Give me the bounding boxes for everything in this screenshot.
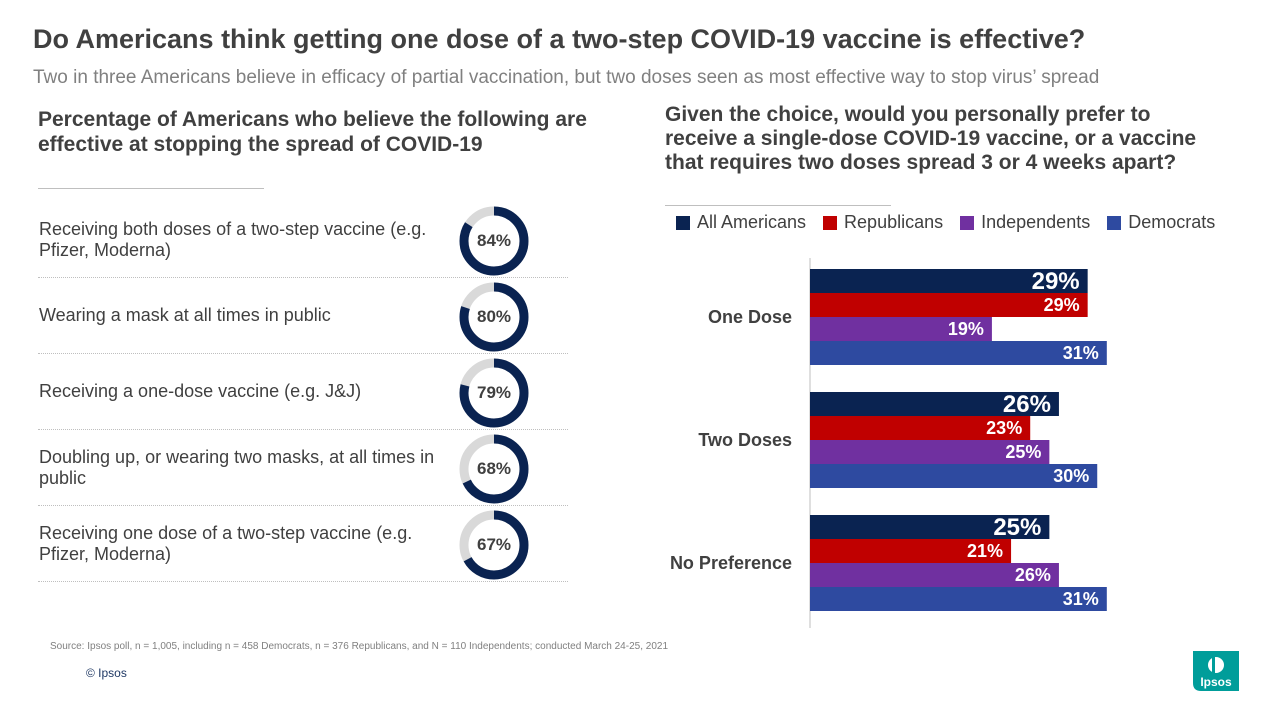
donut-chart [459, 206, 529, 276]
page-title: Do Americans think getting one dose of a… [33, 24, 1086, 54]
list-item: Receiving one dose of a two-step vaccine… [38, 506, 568, 582]
donut-arc [459, 358, 529, 428]
list-item: Doubling up, or wearing two masks, at al… [38, 430, 568, 506]
left-panel-heading: Percentage of Americans who believe the … [38, 108, 587, 156]
legend-swatch [823, 215, 838, 230]
logo-emblem-cut [1212, 657, 1215, 673]
logo-emblem [1208, 657, 1224, 673]
donut-value-label: 68% [476, 459, 512, 478]
legend-label: Republicans [844, 212, 944, 232]
donut-chart [459, 510, 529, 580]
logo-text: Ipsos [1200, 675, 1232, 689]
bar [810, 539, 1012, 563]
right-panel-heading: Given the choice, would you personally p… [665, 103, 1197, 174]
donut-value-label: 84% [476, 231, 512, 250]
copyright-text: © Ipsos [86, 666, 127, 680]
donut-arc [459, 282, 529, 352]
bar [810, 416, 1031, 440]
bar-value-label: 31% [1063, 343, 1099, 363]
legend-label: Democrats [1128, 212, 1216, 232]
bar-value-label: 19% [948, 319, 984, 339]
list-item: Receiving a one-dose vaccine (e.g. J&J) … [38, 354, 568, 430]
bar [810, 464, 1098, 488]
list-item: Wearing a mask at all times in public 80… [38, 278, 568, 354]
bar [810, 563, 1059, 587]
bar [810, 269, 1088, 293]
right-heading-divider [665, 205, 891, 206]
category-label: One Dose [708, 307, 792, 327]
donut-chart [459, 434, 529, 504]
bar-value-label: 25% [993, 514, 1041, 541]
category-label: Two Doses [698, 430, 792, 450]
bar [810, 587, 1107, 611]
donut-chart [459, 282, 529, 352]
bar-value-label: 25% [1005, 442, 1041, 462]
ipsos-logo: Ipsos [1193, 651, 1239, 691]
item-label: Receiving both doses of a two-step vacci… [39, 218, 427, 260]
donut-arc [459, 206, 529, 276]
item-label: Receiving a one-dose vaccine (e.g. J&J) [39, 381, 362, 401]
legend-label: All Americans [697, 212, 807, 232]
bar-value-label: 23% [986, 418, 1022, 438]
bar [810, 440, 1050, 464]
bar-value-label: 29% [1032, 268, 1080, 295]
legend-swatch [1107, 215, 1122, 230]
donut-arc [459, 434, 529, 504]
bar [810, 293, 1088, 317]
left-heading-divider [38, 188, 264, 189]
bar-value-label: 31% [1063, 589, 1099, 609]
donut-arc [459, 510, 529, 580]
category-label: No Preference [670, 553, 792, 573]
bar [810, 317, 992, 341]
list-item: Receiving both doses of a two-step vacci… [38, 202, 568, 278]
bar [810, 515, 1050, 539]
bar-value-label: 21% [967, 541, 1003, 561]
legend-item: Republicans [823, 212, 943, 233]
chart-legend: All Americans Republicans Independents D… [676, 212, 1215, 233]
legend-item: Independents [960, 212, 1090, 233]
effectiveness-list: Receiving both doses of a two-step vacci… [38, 202, 568, 582]
item-label: Doubling up, or wearing two masks, at al… [39, 446, 435, 488]
bar [810, 341, 1107, 365]
legend-item: All Americans [676, 212, 806, 233]
bar-value-label: 29% [1044, 295, 1080, 315]
legend-item: Democrats [1107, 212, 1215, 233]
page-subtitle: Two in three Americans believe in effica… [33, 67, 1100, 88]
item-label: Receiving one dose of a two-step vaccine… [39, 522, 413, 564]
donut-value-label: 67% [476, 535, 512, 554]
source-note: Source: Ipsos poll, n = 1,005, including… [50, 641, 669, 652]
bar-value-label: 26% [1003, 391, 1051, 418]
legend-swatch [676, 215, 690, 230]
item-label: Wearing a mask at all times in public [39, 305, 331, 325]
legend-swatch [960, 215, 975, 230]
legend-label: Independents [981, 212, 1091, 232]
donut-value-label: 79% [476, 383, 512, 402]
donut-chart [459, 358, 529, 428]
bar-value-label: 30% [1053, 466, 1089, 486]
bar [810, 392, 1059, 416]
donut-value-label: 80% [476, 307, 512, 326]
bar-value-label: 26% [1015, 565, 1051, 585]
